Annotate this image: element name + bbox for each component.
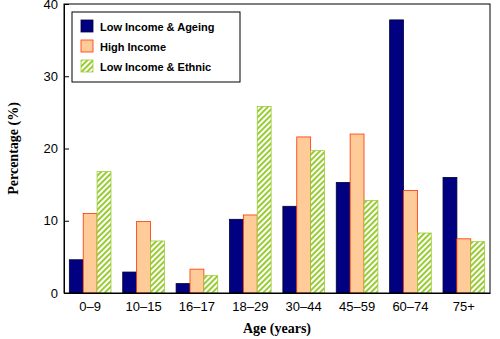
tick-label: 10–15 [125,299,161,314]
bar [69,260,83,293]
bar [390,20,404,293]
tick-mark [64,76,69,77]
bar [204,276,218,293]
bar [190,269,204,293]
tick-label: 0 [51,286,58,301]
legend-swatch [81,20,93,32]
x-axis: 0–9 10–15 16–17 18–29 30–44 45–59 60–74 75+ [65,294,491,315]
tick-label: 60–74 [392,299,428,314]
tick-label: 75+ [453,299,475,314]
tick: 30–44 [286,299,322,314]
tick: 45–59 [339,299,375,314]
bar [404,190,418,293]
tick-mark [64,221,69,222]
tick-label: 30–44 [286,299,322,314]
bar [137,221,151,293]
bar [297,137,311,293]
tick-label: 0–9 [79,299,101,314]
bar [417,233,431,293]
tick: 75+ [453,299,475,314]
tick-label: 10 [44,213,58,228]
tick-label: 20 [44,141,58,156]
tick-label: 30 [44,69,58,84]
tick-mark [64,149,69,150]
tick-label: 18–29 [232,299,268,314]
tick: 18–29 [232,299,268,314]
bar [457,239,471,293]
plot: 0 10 20 30 40 0–9 10–15 16–17 18–29 30–44 45–59 60–… [44,0,491,314]
legend-label: Low Income & Ageing [100,21,215,33]
bar [229,219,243,293]
bar [471,242,485,293]
bar [283,206,297,293]
bar [243,215,257,293]
y-axis-title: Percentage (%) [6,102,22,195]
bar [123,272,137,293]
tick: 0–9 [79,299,101,314]
y-axis: 0 10 20 30 40 [44,0,69,301]
tick: 30 [44,69,69,84]
tick: 10–15 [125,299,161,314]
tick: 60–74 [392,299,428,314]
x-axis-title: Age (years) [243,321,311,337]
bar [83,214,97,293]
tick-label: 16–17 [179,299,215,314]
chart: 0 10 20 30 40 0–9 10–15 16–17 18–29 30–44 45–59 60–… [0,0,500,339]
tick: 10 [44,213,69,228]
axis-line [65,293,491,294]
bar [311,151,325,293]
plot-frame [64,4,490,293]
tick: 16–17 [179,299,215,314]
bar [150,241,164,293]
legend-label: Low Income & Ethnic [100,61,211,73]
tick: 40 [44,0,69,12]
bar [257,107,271,293]
tick-label: 40 [44,0,58,12]
legend-label: High Income [100,41,166,53]
legend-swatch [81,40,93,52]
legend-box [72,12,240,82]
bar [97,172,111,293]
bar [443,177,457,293]
tick: 20 [44,141,69,156]
legend-swatch [81,60,93,72]
bar [176,284,190,293]
bar [350,134,364,293]
bar [336,182,350,293]
legend: Low Income & Ageing High Income Low Income… [72,12,240,82]
tick-label: 45–59 [339,299,375,314]
bars [69,20,484,293]
tick-mark [64,4,69,5]
bar [364,201,378,293]
